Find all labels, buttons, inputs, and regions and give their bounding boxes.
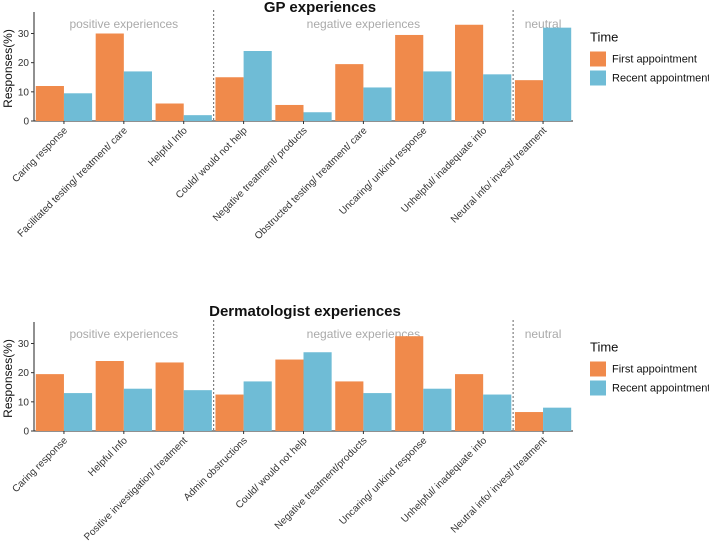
legend-swatch-recent-appointment — [590, 70, 606, 86]
bar-recent-appointment-unhelpful-inadequate-info — [483, 74, 512, 121]
bar-first-appointment-could-would-not-help — [215, 77, 244, 121]
bar-first-appointment-uncaring-unkind-response — [395, 34, 424, 122]
bar-first-appointment-helpful-info — [155, 103, 184, 121]
x-tick-label: Positive investigation/ treatment — [82, 435, 190, 543]
group-label-negative-experiences: negative experiences — [307, 17, 420, 31]
bar-recent-appointment-facilitated-testing-treatment-care — [123, 71, 152, 121]
bar-recent-appointment-uncaring-unkind-response — [423, 71, 452, 121]
bar-recent-appointment-negative-treatment-products — [303, 112, 332, 121]
panel-1: GP experiences Responses(%) 0 10 20 30 positiv… — [1, 0, 709, 242]
bar-first-appointment-caring-response — [35, 86, 64, 121]
group-label-negative-experiences: negative experiences — [307, 327, 420, 341]
bar-recent-appointment-admin-obstructions — [243, 381, 272, 431]
bar-first-appointment-could-would-not-help — [275, 359, 304, 431]
legend-swatch-first-appointment — [590, 51, 606, 67]
bar-recent-appointment-helpful-info — [123, 388, 152, 431]
bar-first-appointment-negative-treatment-products — [335, 381, 364, 431]
x-tick-label: Neutral info/ invest/ treatment — [449, 125, 549, 225]
bar-recent-appointment-positive-investigation-treatment — [183, 390, 212, 431]
bar-first-appointment-facilitated-testing-treatment-care — [95, 33, 124, 121]
y-tick-label: 0 — [23, 427, 29, 438]
x-tick-label: Facilitated testing/ treatment/ care — [16, 125, 131, 240]
bar-first-appointment-admin-obstructions — [215, 394, 244, 431]
x-tick-label: Helpful Info — [146, 125, 190, 169]
y-tick-label: 30 — [18, 29, 30, 40]
bar-first-appointment-caring-response — [35, 374, 64, 431]
bar-first-appointment-neutral-info-invest-treatment — [514, 412, 544, 431]
panel-2: Dermatologist experiences Responses(%) 0 10… — [1, 303, 709, 543]
y-tick-label: 30 — [18, 339, 30, 350]
y-axis-title: Responses(%) — [1, 29, 15, 108]
chart-title: Dermatologist experiences — [209, 303, 401, 320]
legend-label-recent-appointment: Recent appointment — [612, 73, 709, 85]
bar-first-appointment-obstructed-testing-treatment-care — [335, 64, 364, 121]
group-label-neutral: neutral — [525, 327, 562, 341]
chart-title: GP experiences — [264, 0, 376, 16]
x-tick-label: Admin obstructions — [182, 435, 250, 503]
legend-swatch-first-appointment — [590, 361, 606, 377]
bar-recent-appointment-helpful-info — [183, 115, 212, 121]
legend-label-first-appointment: First appointment — [612, 54, 697, 66]
bar-recent-appointment-could-would-not-help — [243, 51, 272, 121]
y-tick-label: 20 — [18, 58, 30, 69]
x-tick-label: Helpful Info — [86, 435, 130, 479]
y-tick-label: 10 — [18, 87, 30, 98]
bar-recent-appointment-negative-treatment-products — [363, 393, 392, 431]
y-tick-label: 10 — [18, 397, 30, 408]
legend-label-recent-appointment: Recent appointment — [612, 383, 709, 395]
bar-first-appointment-neutral-info-invest-treatment — [514, 80, 544, 121]
group-label-positive-experiences: positive experiences — [69, 17, 178, 31]
x-tick-label: Neutral info/ invest/ treatment — [449, 435, 549, 535]
bar-recent-appointment-caring-response — [63, 393, 93, 431]
y-axis-title: Responses(%) — [1, 339, 15, 418]
legend-swatch-recent-appointment — [590, 380, 606, 396]
bar-recent-appointment-neutral-info-invest-treatment — [543, 27, 572, 122]
bar-recent-appointment-neutral-info-invest-treatment — [543, 407, 572, 431]
legend-title: Time — [590, 30, 618, 45]
x-tick-label: Caring response — [10, 125, 70, 185]
bar-first-appointment-unhelpful-inadequate-info — [455, 374, 484, 431]
x-tick-label: Obstructed testing/ treatment/ care — [253, 125, 370, 242]
legend-label-first-appointment: First appointment — [612, 364, 697, 376]
bar-first-appointment-unhelpful-inadequate-info — [455, 24, 484, 121]
bar-recent-appointment-caring-response — [63, 93, 93, 121]
bar-recent-appointment-unhelpful-inadequate-info — [483, 394, 512, 431]
bar-first-appointment-helpful-info — [95, 361, 124, 431]
bar-first-appointment-positive-investigation-treatment — [155, 362, 184, 431]
group-label-positive-experiences: positive experiences — [69, 327, 178, 341]
y-tick-label: 20 — [18, 368, 30, 379]
bar-first-appointment-uncaring-unkind-response — [395, 336, 424, 431]
group-label-neutral: neutral — [525, 17, 562, 31]
legend-title: Time — [590, 340, 618, 355]
x-tick-label: Caring response — [10, 435, 70, 495]
y-tick-label: 0 — [23, 117, 29, 128]
bar-recent-appointment-could-would-not-help — [303, 352, 332, 431]
bar-recent-appointment-uncaring-unkind-response — [423, 388, 452, 431]
bar-recent-appointment-obstructed-testing-treatment-care — [363, 87, 392, 121]
bar-first-appointment-negative-treatment-products — [275, 104, 304, 121]
